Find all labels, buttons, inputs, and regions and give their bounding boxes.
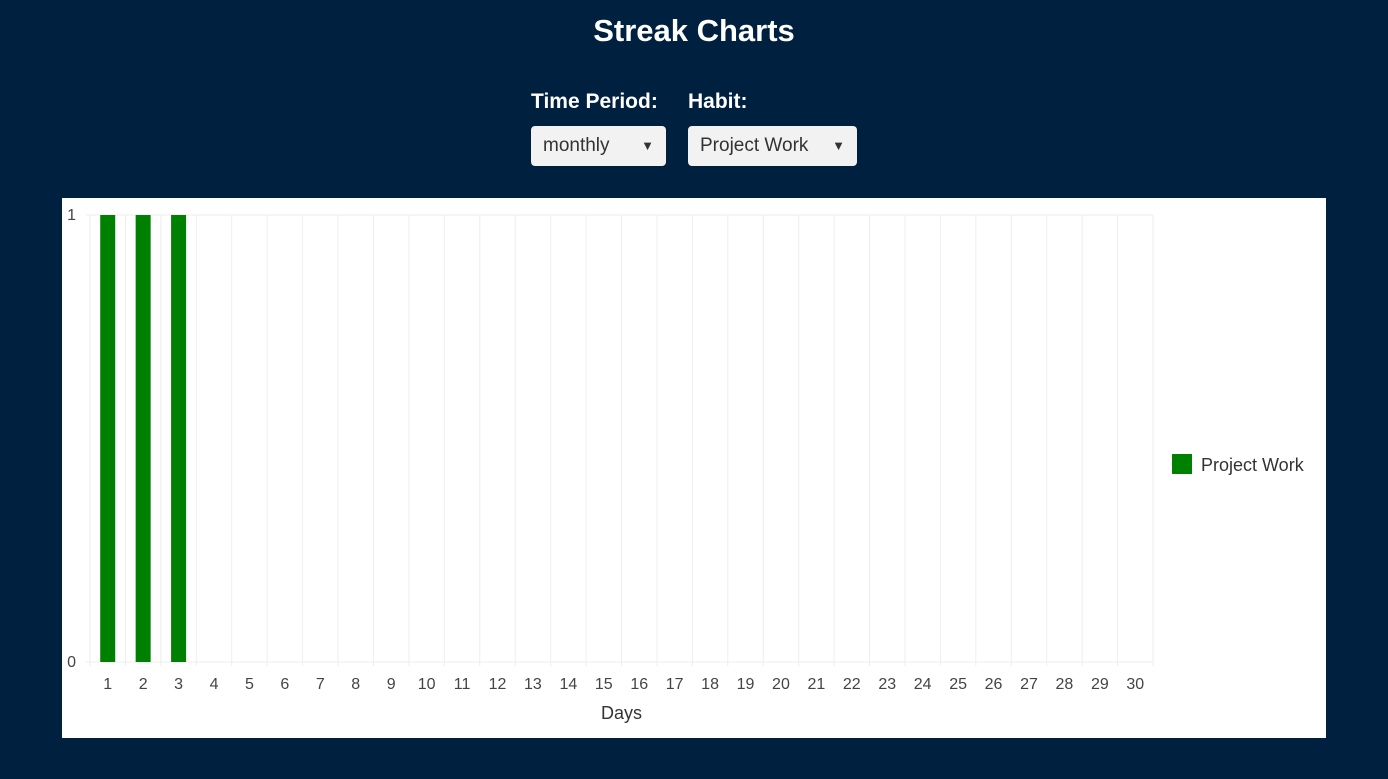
x-tick-label: 27 bbox=[1020, 676, 1038, 693]
habit-select[interactable]: Project Work ▼ bbox=[688, 126, 857, 166]
x-tick-label: 4 bbox=[210, 676, 219, 693]
bar bbox=[100, 215, 116, 662]
y-tick-label: 1 bbox=[67, 207, 76, 224]
x-tick-label: 28 bbox=[1056, 676, 1074, 693]
time-period-select[interactable]: monthly ▼ bbox=[531, 126, 666, 166]
x-tick-label: 21 bbox=[807, 676, 825, 693]
x-tick-label: 24 bbox=[914, 676, 932, 693]
chart-panel: 0 1 1 2 3 4 5 6 7 8 9 10 11 12 13 14 15 16 17 18 19 20 21 22 23 2… bbox=[62, 198, 1326, 738]
x-tick-label: 10 bbox=[418, 676, 436, 693]
x-axis-label: Days bbox=[601, 703, 642, 723]
x-tick-label: 25 bbox=[949, 676, 967, 693]
chevron-down-icon: ▼ bbox=[832, 138, 845, 153]
x-tick-label: 19 bbox=[737, 676, 755, 693]
x-tick-label: 23 bbox=[878, 676, 896, 693]
x-tick-label: 18 bbox=[701, 676, 719, 693]
legend-swatch bbox=[1172, 454, 1192, 474]
x-tick-label: 7 bbox=[316, 676, 325, 693]
habit-label: Habit: bbox=[688, 90, 748, 113]
x-tick-label: 14 bbox=[559, 676, 577, 693]
x-tick-label: 26 bbox=[985, 676, 1003, 693]
habit-control: Habit: Project Work ▼ bbox=[688, 89, 857, 166]
x-tick-label: 20 bbox=[772, 676, 790, 693]
bar-chart: 011 2 3 4 5 6 7 8 9 10 11 12 13 14 15 16 17 18 19 20 21 22 23 2… bbox=[67, 207, 1305, 723]
time-period-control: Time Period: monthly ▼ bbox=[531, 89, 666, 166]
time-period-label: Time Period: bbox=[531, 90, 658, 113]
x-tick-label: 29 bbox=[1091, 676, 1109, 693]
y-tick-label: 0 bbox=[67, 654, 76, 671]
x-tick-label: 1 bbox=[103, 676, 112, 693]
chevron-down-icon: ▼ bbox=[641, 138, 654, 153]
x-tick-label: 22 bbox=[843, 676, 861, 693]
x-tick-label: 30 bbox=[1126, 676, 1144, 693]
x-tick-label: 13 bbox=[524, 676, 542, 693]
bar bbox=[171, 215, 187, 662]
x-tick-label: 6 bbox=[280, 676, 289, 693]
legend-label: Project Work bbox=[1201, 455, 1305, 475]
x-tick-label: 15 bbox=[595, 676, 613, 693]
x-tick-label: 11 bbox=[454, 676, 471, 693]
x-tick-label: 16 bbox=[630, 676, 648, 693]
bar bbox=[135, 215, 151, 662]
x-tick-label: 8 bbox=[351, 676, 360, 693]
page-title: Streak Charts bbox=[593, 13, 795, 48]
time-period-value: monthly bbox=[543, 135, 610, 156]
habit-value: Project Work bbox=[700, 135, 809, 156]
x-tick-label: 17 bbox=[666, 676, 684, 693]
x-tick-label: 12 bbox=[489, 676, 507, 693]
x-tick-label: 9 bbox=[387, 676, 396, 693]
x-tick-label: 3 bbox=[174, 676, 183, 693]
x-tick-label: 2 bbox=[139, 676, 148, 693]
x-tick-label: 5 bbox=[245, 676, 254, 693]
